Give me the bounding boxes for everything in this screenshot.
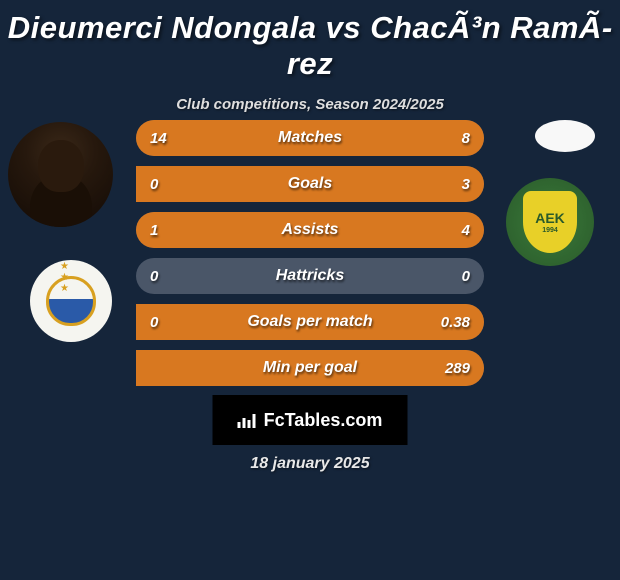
stat-value-left: 1 xyxy=(150,212,158,248)
club-left-badge: ★ ★ ★ xyxy=(30,260,112,342)
stat-value-left: 0 xyxy=(150,304,158,340)
stat-value-right: 8 xyxy=(462,120,470,156)
stat-value-right: 0 xyxy=(462,258,470,294)
stat-bar-right xyxy=(136,350,484,386)
stats-container: 148Matches03Goals14Assists00Hattricks00.… xyxy=(136,120,484,396)
stat-value-left: 0 xyxy=(150,166,158,202)
stat-value-left: 0 xyxy=(150,258,158,294)
date-text: 18 january 2025 xyxy=(0,455,620,473)
stat-bar-left xyxy=(136,120,357,156)
stat-value-right: 4 xyxy=(462,212,470,248)
stat-bar-right xyxy=(206,212,484,248)
stat-bar-right xyxy=(136,304,484,340)
stat-row: 289Min per goal xyxy=(136,350,484,386)
stat-row: 148Matches xyxy=(136,120,484,156)
stat-value-left: 14 xyxy=(150,120,167,156)
stat-label: Hattricks xyxy=(136,258,484,294)
stat-row: 14Assists xyxy=(136,212,484,248)
stat-row: 0 0Hattricks xyxy=(136,258,484,294)
subtitle: Club competitions, Season 2024/2025 xyxy=(0,96,620,113)
stat-row: 00.38Goals per match xyxy=(136,304,484,340)
stat-value-right: 3 xyxy=(462,166,470,202)
club-left-stars-icon: ★ ★ ★ xyxy=(60,261,82,294)
player-left-avatar xyxy=(8,122,113,227)
page-title: Dieumerci Ndongala vs ChacÃ³n RamÃ­rez xyxy=(0,0,620,82)
stat-row: 03Goals xyxy=(136,166,484,202)
player-right-avatar xyxy=(535,120,595,152)
club-left-shield: ★ ★ ★ xyxy=(46,276,96,326)
club-right-shield: AEK 1994 xyxy=(523,191,577,253)
footer-brand-text: FcTables.com xyxy=(264,410,383,431)
stat-value-right: 0.38 xyxy=(441,304,470,340)
footer-brand-badge: FcTables.com xyxy=(213,395,408,445)
stat-bar-right xyxy=(136,166,484,202)
club-right-year: 1994 xyxy=(542,227,558,234)
club-right-text: AEK xyxy=(535,211,565,225)
stat-value-right: 289 xyxy=(445,350,470,386)
chart-icon xyxy=(238,412,258,428)
club-right-badge: AEK 1994 xyxy=(506,178,594,266)
stat-bar-left xyxy=(136,212,206,248)
